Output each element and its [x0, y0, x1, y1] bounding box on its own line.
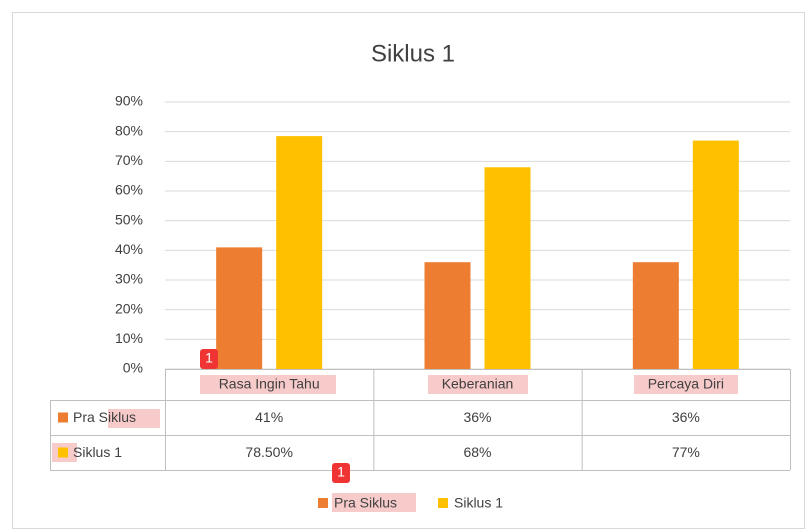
bar — [692, 140, 739, 369]
highlight — [428, 375, 528, 394]
badge — [200, 349, 218, 369]
table-cell: 68% — [463, 444, 491, 460]
y-tick-label: 30% — [115, 271, 143, 287]
highlight — [108, 409, 160, 428]
bar — [424, 262, 471, 369]
legend-key — [318, 498, 328, 508]
badge-label: 1 — [337, 464, 345, 480]
y-tick-label: 20% — [115, 300, 143, 316]
badge-label: 1 — [205, 350, 213, 366]
x-tick-label: Keberanian — [442, 376, 514, 392]
table-legend-key — [58, 412, 68, 423]
highlight — [332, 493, 416, 512]
highlight — [200, 375, 336, 394]
table-legend-key — [58, 447, 68, 458]
legend-label: Pra Siklus — [334, 495, 397, 511]
y-tick-label: 0% — [123, 360, 143, 376]
table-cell: 78.50% — [245, 444, 292, 460]
table-row-label: Pra Siklus — [73, 409, 136, 425]
badge — [332, 463, 350, 483]
bar — [484, 167, 531, 369]
table-cell: 36% — [463, 409, 491, 425]
y-tick-label: 50% — [115, 211, 143, 227]
y-tick-label: 70% — [115, 152, 143, 168]
bar — [632, 262, 679, 369]
y-tick-label: 80% — [115, 122, 143, 138]
table-row-label: Siklus 1 — [73, 444, 122, 460]
chart-title: Siklus 1 — [371, 40, 455, 67]
bar — [216, 247, 263, 369]
table-cell: 41% — [255, 409, 283, 425]
y-tick-label: 10% — [115, 330, 143, 346]
y-tick-label: 60% — [115, 182, 143, 198]
table-cell: 77% — [672, 444, 700, 460]
y-tick-label: 90% — [115, 93, 143, 109]
x-tick-label: Percaya Diri — [648, 376, 724, 392]
x-tick-label: Rasa Ingin Tahu — [219, 376, 320, 392]
y-tick-label: 40% — [115, 241, 143, 257]
table-cell: 36% — [672, 409, 700, 425]
legend-key — [438, 498, 448, 508]
highlight — [634, 375, 738, 394]
legend-label: Siklus 1 — [454, 495, 503, 511]
bar — [276, 136, 323, 369]
